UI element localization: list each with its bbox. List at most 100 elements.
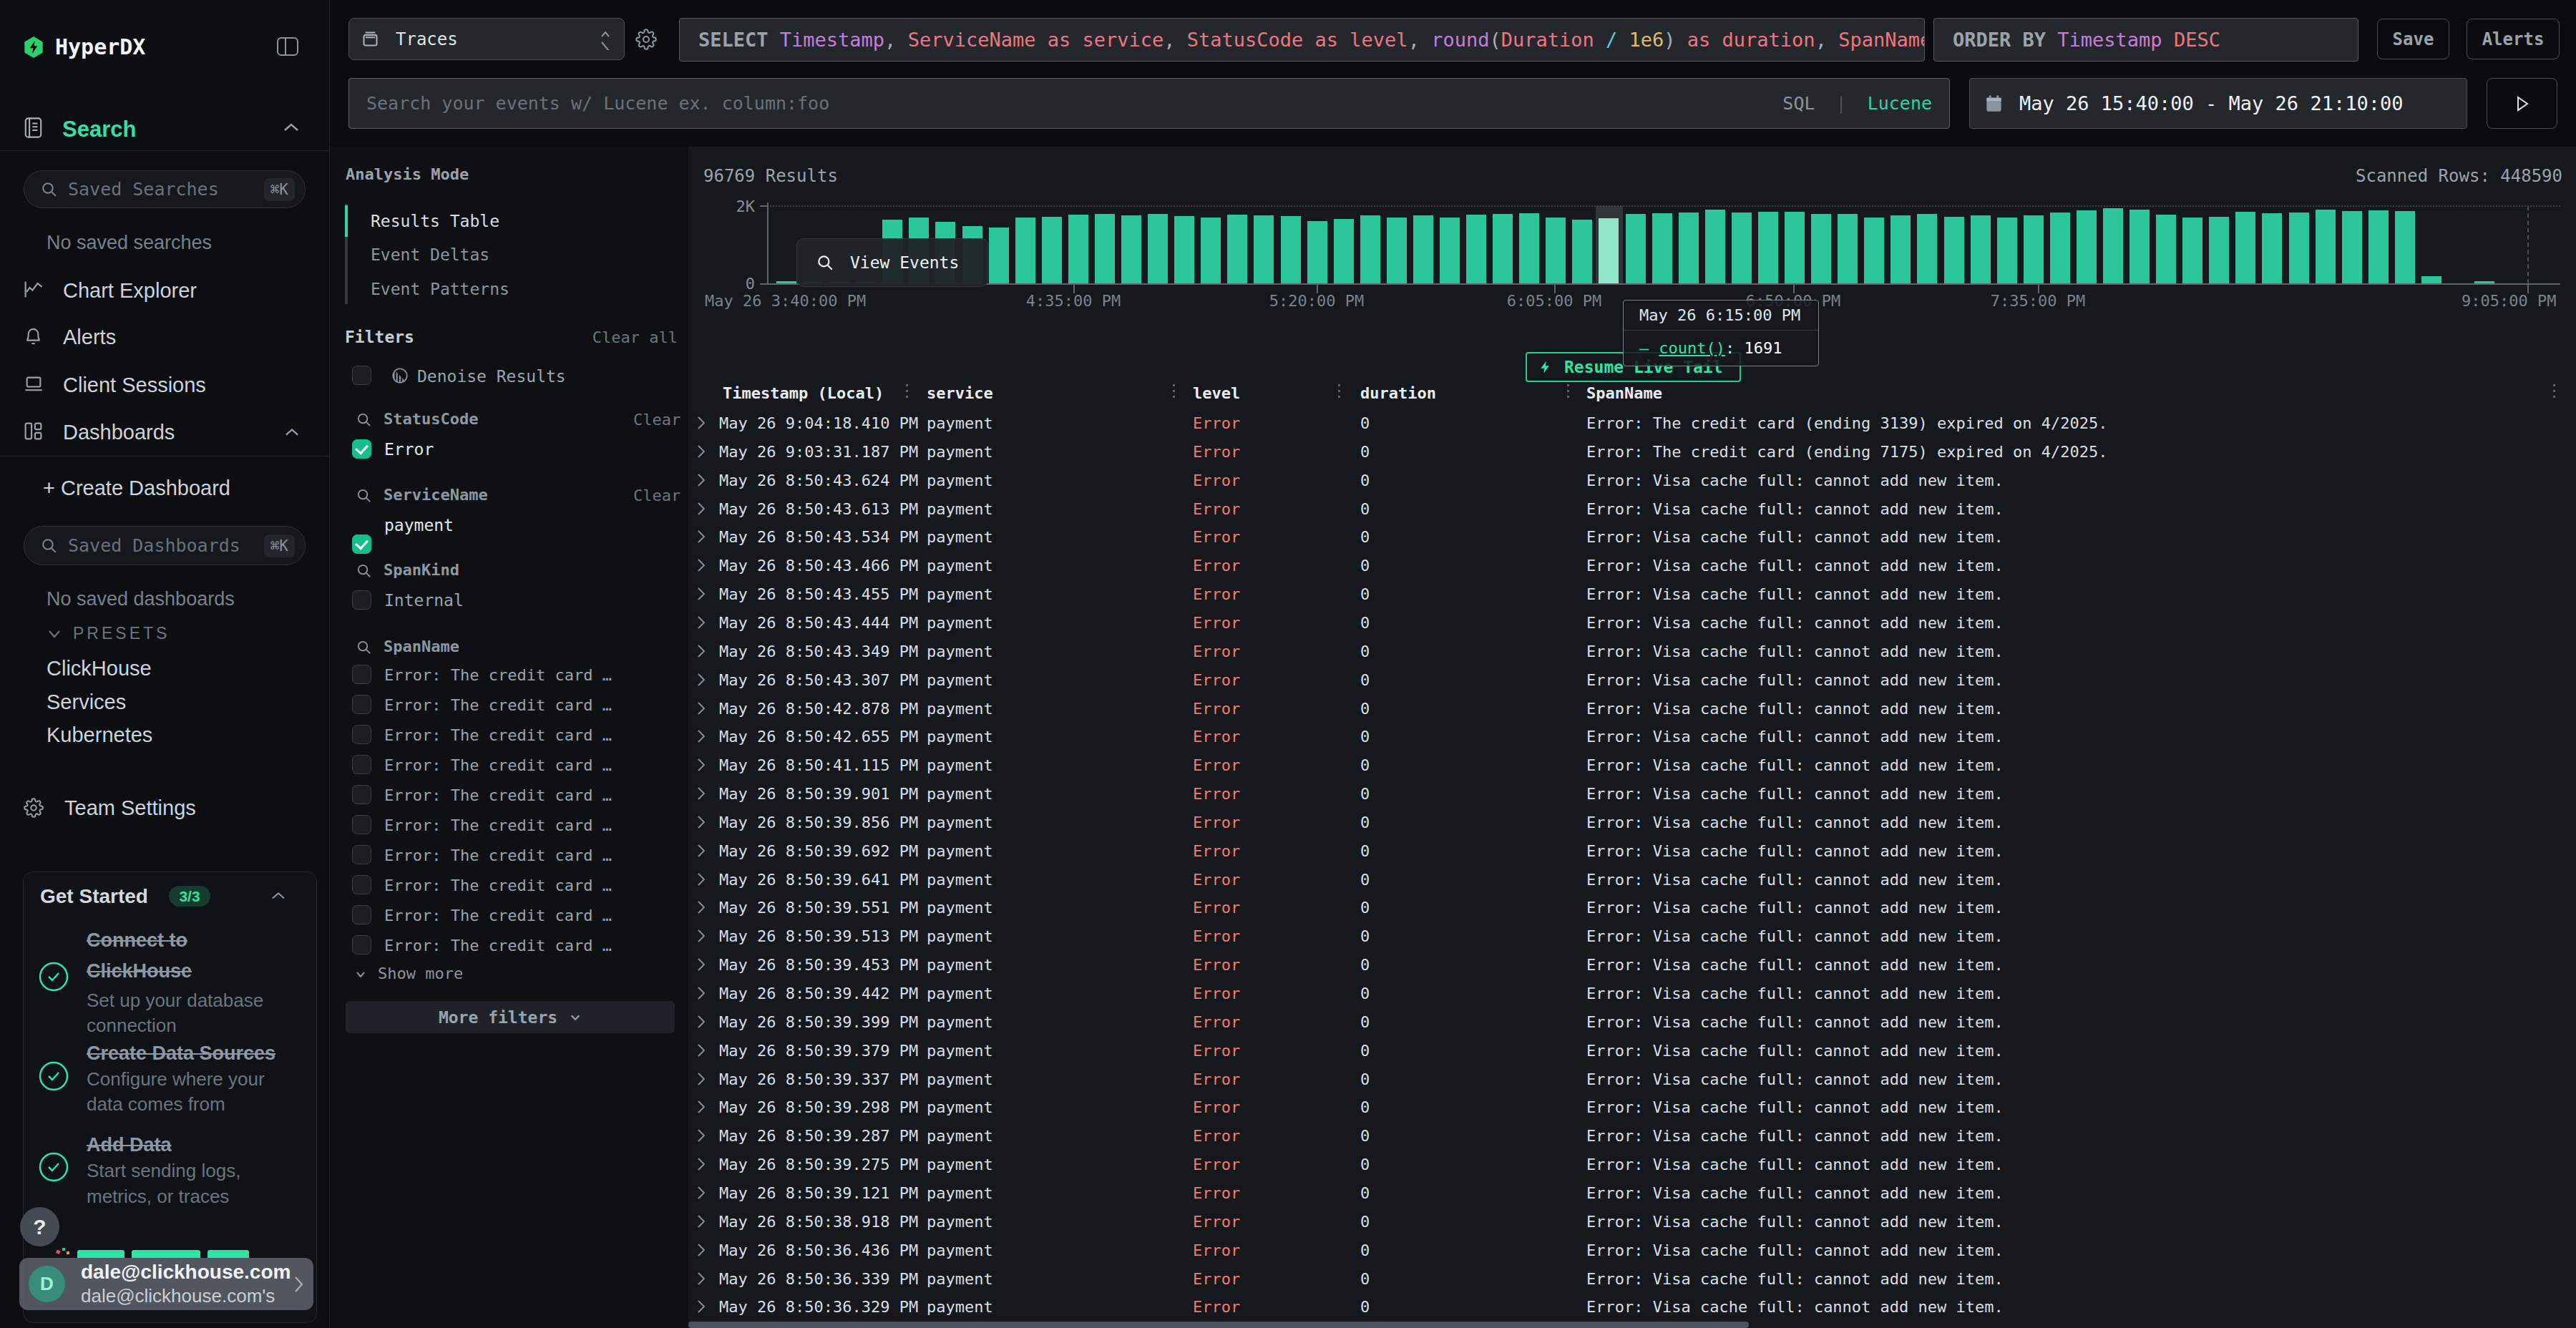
filter-option-label[interactable]: Internal [384,591,464,610]
table-row[interactable]: May 26 8:50:42.878 PM payment Error 0 Er… [688,694,2576,723]
filter-option-checkbox[interactable] [352,815,371,834]
saved-searches-input[interactable]: Saved Searches ⌘K [24,170,306,208]
column-resize-handle[interactable] [1173,384,1175,401]
histogram-bar[interactable] [2103,208,2123,283]
histogram-bar[interactable] [1493,214,1513,283]
histogram-bar[interactable] [2077,210,2097,283]
histogram-bar[interactable] [1997,218,2017,283]
filter-option-label[interactable]: Error: The credit card … [384,816,612,834]
save-button[interactable]: Save [2377,19,2449,59]
table-row[interactable]: May 26 8:50:43.307 PM payment Error 0 Er… [688,665,2576,694]
dashboards-collapse-chevron-icon[interactable] [283,426,301,439]
presets-label[interactable]: PRESETS [73,624,170,643]
table-row[interactable]: May 26 8:50:39.399 PM payment Error 0 Er… [688,1007,2576,1036]
table-row[interactable]: May 26 8:50:39.692 PM payment Error 0 Er… [688,836,2576,865]
column-resize-handle[interactable] [906,384,908,401]
histogram-bar[interactable] [1387,218,1407,283]
expand-row-chevron-icon[interactable] [696,672,707,688]
table-row[interactable]: May 26 8:50:39.298 PM payment Error 0 Er… [688,1093,2576,1121]
histogram-bar[interactable] [1148,214,1168,283]
expand-row-chevron-icon[interactable] [696,814,707,830]
histogram-bar[interactable] [1785,212,1805,283]
histogram-bar[interactable] [2342,211,2362,283]
filter-option-checkbox[interactable] [352,590,371,610]
lang-toggle-sql[interactable]: SQL [1782,93,1815,114]
sql-query-editor[interactable]: SELECT Timestamp, ServiceName as service… [679,18,1925,62]
expand-row-chevron-icon[interactable] [696,586,707,602]
expand-row-chevron-icon[interactable] [696,1014,707,1030]
expand-row-chevron-icon[interactable] [696,615,707,630]
column-resize-handle[interactable] [1338,384,1340,401]
expand-row-chevron-icon[interactable] [696,1128,707,1143]
expand-row-chevron-icon[interactable] [696,529,707,545]
lang-toggle-lucene[interactable]: Lucene [1868,93,1932,114]
histogram-bar[interactable] [1360,215,1380,283]
preset-kubernetes[interactable]: Kubernetes [47,723,152,747]
histogram-bar[interactable] [1121,215,1141,283]
table-row[interactable]: May 26 8:50:36.436 PM payment Error 0 Er… [688,1236,2576,1264]
histogram-bar[interactable] [2262,213,2282,283]
histogram-bar[interactable] [989,228,1009,283]
histogram-bar[interactable] [1758,212,1778,283]
expand-row-chevron-icon[interactable] [696,415,707,431]
histogram-bar[interactable] [2209,217,2229,283]
sidebar-item-client-sessions[interactable]: Client Sessions [63,374,206,397]
histogram-bar[interactable] [1227,215,1247,283]
help-button[interactable]: ? [20,1207,59,1246]
table-row[interactable]: May 26 8:50:39.551 PM payment Error 0 Er… [688,893,2576,922]
filter-option-label[interactable]: payment [384,516,454,534]
expand-row-chevron-icon[interactable] [696,1214,707,1229]
preset-clickhouse[interactable]: ClickHouse [47,657,152,680]
expand-row-chevron-icon[interactable] [696,757,707,773]
column-resize-handle[interactable] [2553,384,2555,401]
collapse-sidebar-icon[interactable] [276,36,299,57]
expand-row-chevron-icon[interactable] [696,928,707,944]
filter-option-label[interactable]: Error: The credit card … [384,696,612,714]
histogram-bar[interactable] [1254,215,1274,283]
expand-row-chevron-icon[interactable] [696,985,707,1001]
analysis-mode-option-results-table[interactable]: Results Table [371,212,499,230]
histogram-bar[interactable] [2050,213,2070,283]
filter-option-label[interactable]: Error: The credit card … [384,756,612,774]
table-row[interactable]: May 26 8:50:39.901 PM payment Error 0 Er… [688,779,2576,808]
expand-row-chevron-icon[interactable] [696,643,707,659]
user-chip[interactable]: D dale@clickhouse.com dale@clickhouse.co… [19,1258,313,1310]
filter-option-checkbox[interactable] [352,695,371,714]
histogram-bar[interactable] [1572,220,1592,283]
filter-option-label[interactable]: Error: The credit card … [384,846,612,864]
create-dashboard-button[interactable]: + Create Dashboard [43,477,230,500]
filter-option-checkbox[interactable] [352,935,371,954]
run-query-button[interactable] [2487,78,2557,129]
sidebar-item-chart-explorer[interactable]: Chart Explorer [63,279,197,303]
filter-option-checkbox[interactable] [352,875,371,894]
filter-option-checkbox[interactable] [352,725,371,744]
column-header[interactable]: Timestamp (Local) [723,384,884,402]
histogram-bar[interactable] [1864,218,1884,283]
histogram-bar[interactable] [2368,210,2389,283]
column-header[interactable]: level [1193,384,1240,402]
histogram-bar[interactable] [1546,218,1566,283]
filter-option-label[interactable]: Error: The credit card … [384,666,612,684]
table-row[interactable]: May 26 8:50:43.455 PM payment Error 0 Er… [688,580,2576,608]
expand-row-chevron-icon[interactable] [696,1242,707,1258]
histogram-bar[interactable] [1440,218,1460,283]
histogram-bar[interactable] [1281,216,1301,283]
filter-option-label[interactable]: Error [384,440,434,459]
histogram-bar[interactable] [1838,214,1858,283]
analysis-mode-option-event-deltas[interactable]: Event Deltas [371,245,489,264]
table-row[interactable]: May 26 8:50:41.115 PM payment Error 0 Er… [688,751,2576,779]
histogram-bar[interactable] [1652,213,1672,283]
filter-option-label[interactable]: Error: The credit card … [384,726,612,744]
expand-row-chevron-icon[interactable] [696,1271,707,1286]
histogram-bar-highlighted[interactable] [1599,218,1619,283]
saved-dashboards-input[interactable]: Saved Dashboards ⌘K [24,526,306,565]
table-row[interactable]: May 26 8:50:42.655 PM payment Error 0 Er… [688,722,2576,751]
search-collapse-chevron-icon[interactable] [282,120,301,135]
source-settings-gear-icon[interactable] [635,29,657,50]
view-events-button[interactable]: View Events [796,238,988,287]
expand-row-chevron-icon[interactable] [696,899,707,915]
filter-option-label[interactable]: Error: The credit card … [384,877,612,894]
table-row[interactable]: May 26 8:50:36.329 PM payment Error 0 Er… [688,1292,2576,1321]
expand-row-chevron-icon[interactable] [696,1156,707,1172]
table-row[interactable]: May 26 8:50:43.444 PM payment Error 0 Er… [688,608,2576,637]
